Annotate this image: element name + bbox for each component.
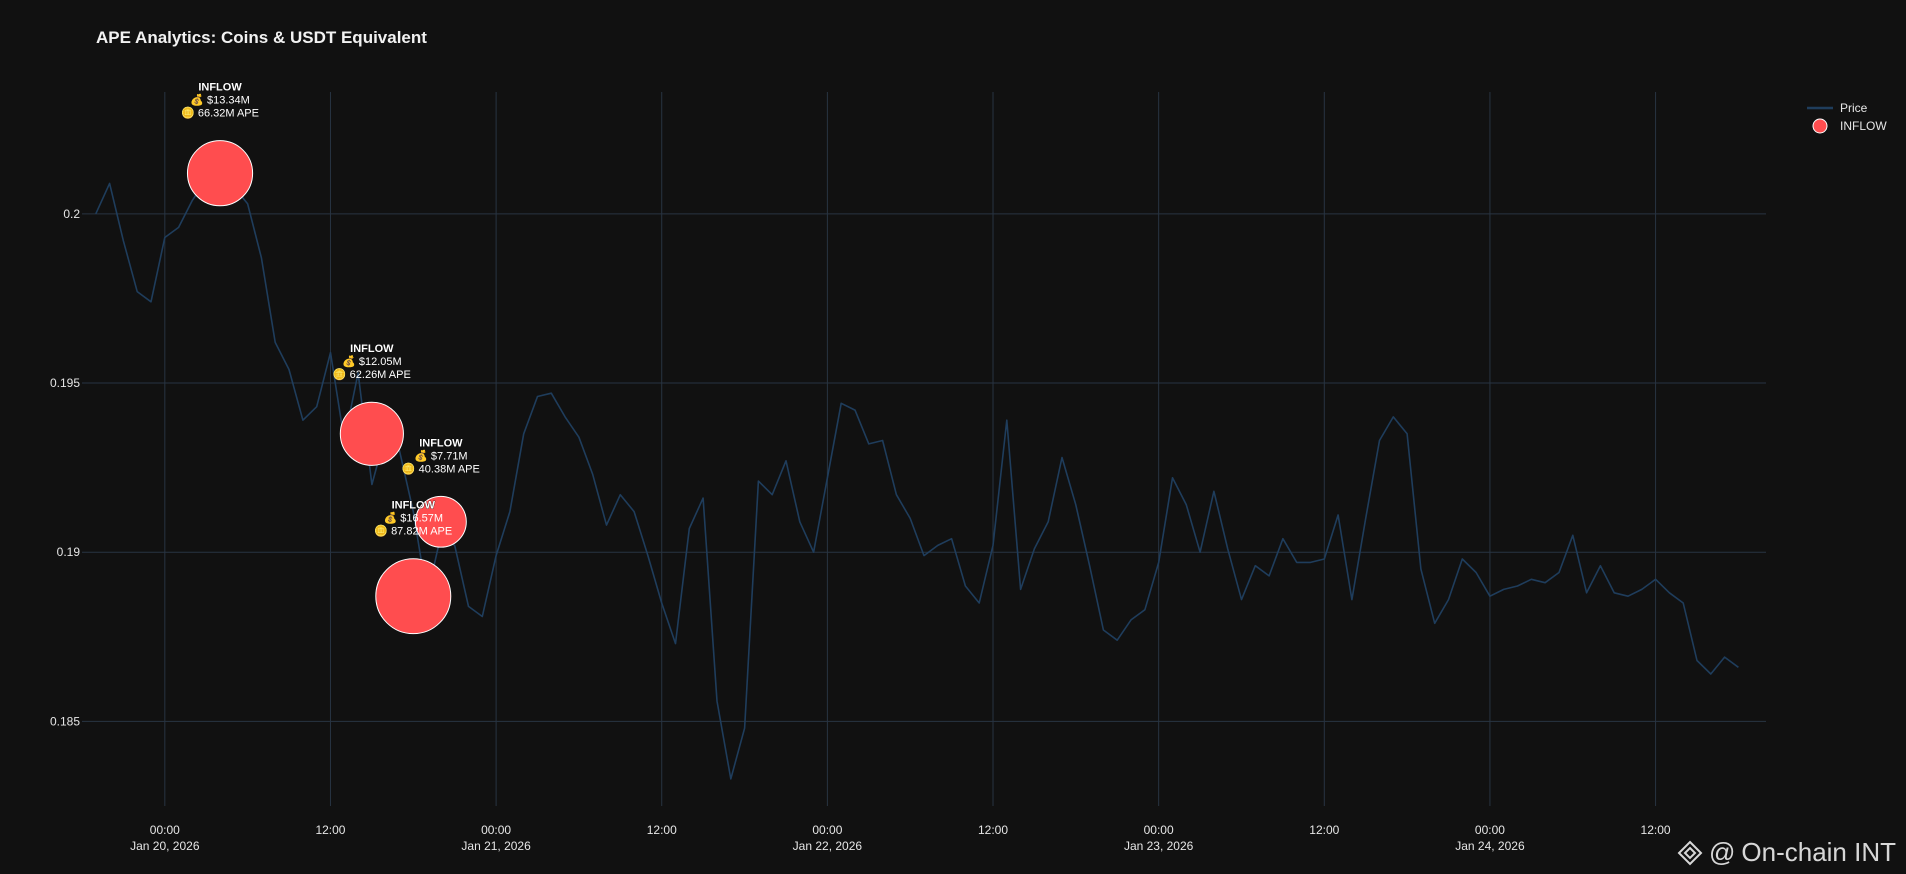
legend[interactable]: Price INFLOW: [1807, 101, 1887, 134]
legend-inflow-swatch: [1812, 118, 1828, 134]
inflow-annotation-usdt: 💰 $7.71M: [414, 449, 467, 462]
chart-title: APE Analytics: Coins & USDT Equivalent: [96, 28, 427, 47]
y-axis: 0.185 0.19 0.195 0.2: [50, 207, 80, 729]
inflow-annotation-coins: 🪙 62.26M APE: [333, 368, 411, 381]
inflow-annotation-title: INFLOW: [350, 343, 394, 355]
x-tick-label: 12:00: [1309, 823, 1339, 837]
watermark-at: @: [1708, 837, 1736, 867]
y-tick-label: 0.195: [50, 376, 80, 390]
inflow-annotation-coins: 🪙 40.38M APE: [402, 462, 480, 475]
inflow-annotation-usdt: 💰 $16.57M: [383, 512, 443, 525]
inflow-annotation-title: INFLOW: [392, 500, 436, 512]
legend-price-label[interactable]: Price: [1840, 101, 1868, 115]
x-tick-label: 00:00: [812, 823, 842, 837]
price-series-line: [95, 172, 1739, 780]
x-tick-label: 12:00: [315, 823, 345, 837]
watermark: @ On-chain INT: [1677, 837, 1896, 868]
x-tick-label: 00:00: [150, 823, 180, 837]
x-tick-date-label: Jan 21, 2026: [461, 839, 531, 853]
inflow-bubble: [375, 558, 452, 635]
inflow-annotation-coins: 🪙 66.32M APE: [181, 107, 259, 120]
inflow-bubble: [339, 401, 404, 466]
x-tick-label: 00:00: [1475, 823, 1505, 837]
legend-inflow-label[interactable]: INFLOW: [1840, 119, 1887, 133]
inflow-annotation-usdt: 💰 $13.34M: [190, 94, 250, 107]
x-tick-label: 00:00: [1144, 823, 1174, 837]
x-tick-date-label: Jan 24, 2026: [1455, 839, 1525, 853]
inflow-annotation-title: INFLOW: [419, 437, 463, 449]
y-tick-label: 0.19: [57, 545, 81, 559]
x-tick-label: 12:00: [1641, 823, 1671, 837]
grid: [82, 92, 1766, 806]
y-tick-label: 0.2: [63, 207, 80, 221]
x-axis: 00:00 Jan 20, 2026 12:00 00:00 Jan 21, 2026 1…: [130, 823, 1671, 853]
inflow-bubble: [186, 140, 254, 207]
x-tick-date-label: Jan 23, 2026: [1124, 839, 1194, 853]
watermark-text: On-chain INT: [1741, 837, 1896, 867]
x-tick-date-label: Jan 22, 2026: [793, 839, 863, 853]
inflow-bubble: [414, 495, 467, 548]
y-tick-label: 0.185: [50, 714, 80, 728]
inflow-annotation-title: INFLOW: [198, 82, 242, 94]
inflow-series: [186, 140, 467, 635]
inflow-annotation-coins: 🪙 87.82M APE: [374, 525, 452, 538]
x-tick-label: 12:00: [978, 823, 1008, 837]
binance-logo-icon: [1677, 840, 1703, 865]
x-tick-date-label: Jan 20, 2026: [130, 839, 200, 853]
x-tick-label: 00:00: [481, 823, 511, 837]
inflow-annotation-usdt: 💰 $12.05M: [342, 355, 402, 368]
x-tick-label: 12:00: [647, 823, 677, 837]
